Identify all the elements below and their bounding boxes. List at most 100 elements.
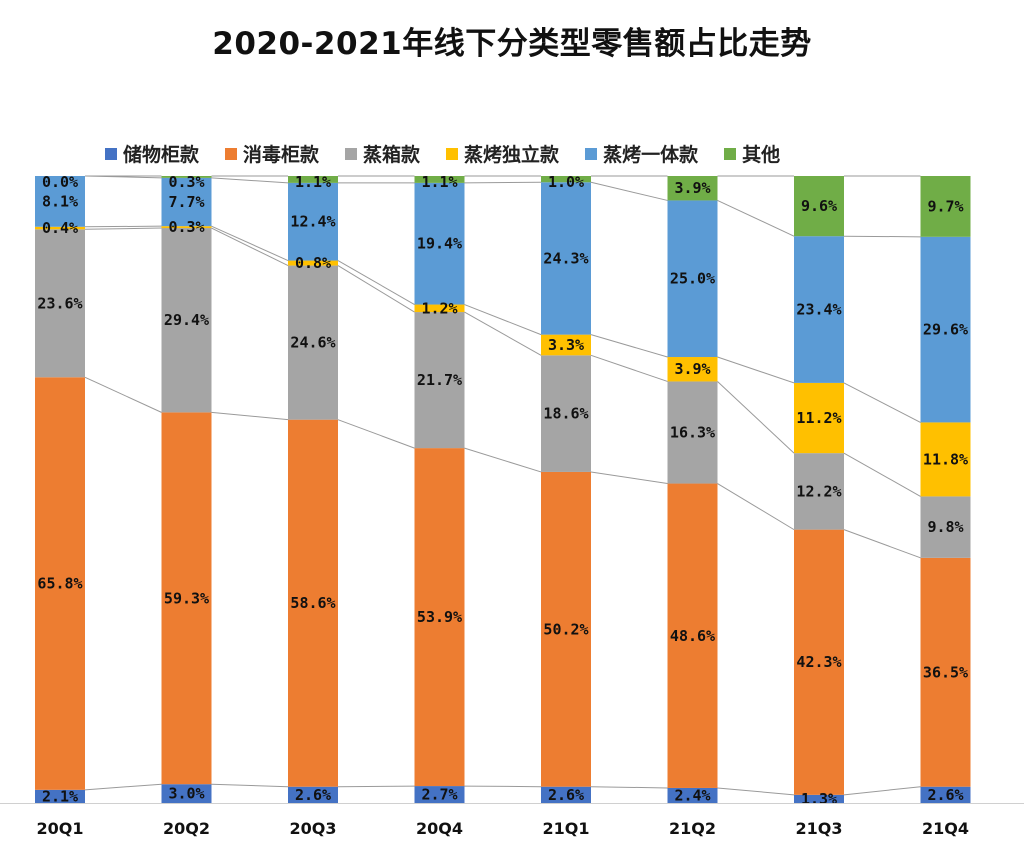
bar-segment bbox=[920, 176, 971, 237]
bar-segment bbox=[288, 182, 338, 261]
series-line bbox=[211, 411, 289, 421]
bar-segment bbox=[541, 176, 591, 183]
legend-item: 储物柜款 bbox=[105, 140, 199, 167]
legend-item: 消毒柜款 bbox=[225, 140, 319, 167]
legend-label: 消毒柜款 bbox=[243, 144, 320, 166]
series-line bbox=[843, 529, 921, 559]
data-label: 0.3% bbox=[168, 218, 204, 236]
data-label: 19.4% bbox=[417, 235, 462, 253]
bar-segment bbox=[920, 236, 971, 423]
data-label: 3.9% bbox=[674, 360, 710, 378]
series-line bbox=[590, 334, 668, 358]
bar-segment bbox=[161, 228, 212, 413]
bar-segment bbox=[794, 529, 844, 795]
data-label: 2.6% bbox=[927, 786, 963, 804]
data-label: 53.9% bbox=[417, 608, 462, 626]
data-label: 0.0% bbox=[42, 173, 78, 191]
series-line bbox=[590, 181, 668, 201]
bar-segment bbox=[414, 176, 465, 183]
series-line bbox=[464, 311, 542, 356]
bar-segment bbox=[161, 784, 212, 803]
data-label: 2.6% bbox=[295, 786, 331, 804]
bar-segment bbox=[161, 176, 212, 178]
series-line bbox=[843, 452, 921, 497]
data-label: 3.0% bbox=[168, 785, 204, 803]
data-label: 65.8% bbox=[37, 575, 82, 593]
data-label: 9.8% bbox=[927, 518, 963, 536]
bar-segment bbox=[414, 448, 465, 787]
bar-segment bbox=[414, 786, 465, 803]
bar-segment bbox=[920, 557, 971, 787]
legend-swatch bbox=[225, 147, 238, 160]
bar-segment bbox=[920, 422, 971, 497]
bar-segment bbox=[794, 176, 844, 237]
legend-item: 蒸箱款 bbox=[345, 140, 420, 167]
data-label: 11.8% bbox=[923, 450, 968, 468]
chart-title: 2020-2021年线下分类型零售额占比走势 bbox=[212, 26, 812, 62]
data-label: 2.1% bbox=[42, 787, 78, 805]
series-line bbox=[211, 227, 289, 267]
bar-segment bbox=[35, 377, 85, 790]
bar-segment bbox=[288, 265, 338, 420]
x-tick-label: 21Q4 bbox=[922, 819, 969, 838]
data-label: 11.2% bbox=[796, 409, 841, 427]
data-label: 48.6% bbox=[670, 627, 715, 645]
data-label: 1.1% bbox=[295, 173, 331, 191]
bar-segment bbox=[667, 787, 718, 803]
bar-segment bbox=[794, 382, 844, 454]
data-label: 8.1% bbox=[42, 192, 78, 210]
series-line bbox=[211, 225, 289, 262]
bar-segment bbox=[920, 496, 971, 558]
data-label: 21.7% bbox=[417, 371, 462, 389]
bar-segment bbox=[667, 381, 718, 484]
legend-swatch bbox=[585, 147, 598, 160]
legend-swatch bbox=[105, 147, 117, 160]
series-line bbox=[84, 225, 162, 228]
series-line bbox=[211, 177, 289, 184]
data-label: 25.0% bbox=[670, 270, 715, 288]
data-label: 1.0% bbox=[548, 173, 584, 191]
bar-segment bbox=[794, 236, 844, 383]
data-label: 12.2% bbox=[796, 482, 841, 500]
bar-segment bbox=[667, 176, 718, 201]
data-label: 0.8% bbox=[295, 254, 331, 272]
series-line bbox=[717, 381, 795, 454]
bar-segment bbox=[288, 419, 338, 787]
bar-segment bbox=[794, 794, 844, 803]
legend-label: 蒸烤一体款 bbox=[603, 144, 699, 166]
data-label: 29.4% bbox=[164, 311, 209, 329]
legend-swatch bbox=[446, 147, 459, 160]
data-label: 18.6% bbox=[543, 405, 588, 423]
legend-label: 蒸烤独立款 bbox=[464, 144, 560, 166]
data-label: 59.3% bbox=[164, 589, 209, 607]
series-line bbox=[464, 447, 542, 473]
series-line bbox=[464, 785, 542, 788]
series-line bbox=[590, 471, 668, 485]
data-label: 16.3% bbox=[670, 424, 715, 442]
x-tick-label: 20Q3 bbox=[290, 819, 337, 838]
data-label: 24.6% bbox=[290, 334, 335, 352]
legend-item: 蒸烤独立款 bbox=[446, 140, 559, 167]
data-label: 23.4% bbox=[796, 301, 841, 319]
x-tick-label: 21Q1 bbox=[543, 819, 590, 838]
series-line bbox=[717, 787, 795, 796]
bar-segment bbox=[541, 334, 591, 356]
bar-segment bbox=[414, 312, 465, 449]
data-label: 1.2% bbox=[421, 299, 457, 317]
data-label: 1.1% bbox=[421, 173, 457, 191]
bar-segment bbox=[288, 176, 338, 183]
x-tick-label: 21Q2 bbox=[669, 819, 716, 838]
data-label: 3.3% bbox=[548, 336, 584, 354]
x-tick-label: 20Q2 bbox=[163, 819, 210, 838]
series-line bbox=[590, 354, 668, 382]
legend: 储物柜款 消毒柜款 蒸箱款 蒸烤独立款 蒸烤一体款 其他 bbox=[105, 140, 780, 167]
series-line bbox=[843, 786, 921, 796]
series-line bbox=[84, 783, 162, 791]
legend-item: 蒸烤一体款 bbox=[585, 140, 698, 167]
bar-segment bbox=[161, 226, 212, 229]
bar-segment bbox=[541, 355, 591, 472]
series-line bbox=[337, 419, 415, 449]
bar-segment bbox=[920, 786, 971, 803]
bar-segment bbox=[541, 471, 591, 787]
data-label: 24.3% bbox=[543, 249, 588, 267]
